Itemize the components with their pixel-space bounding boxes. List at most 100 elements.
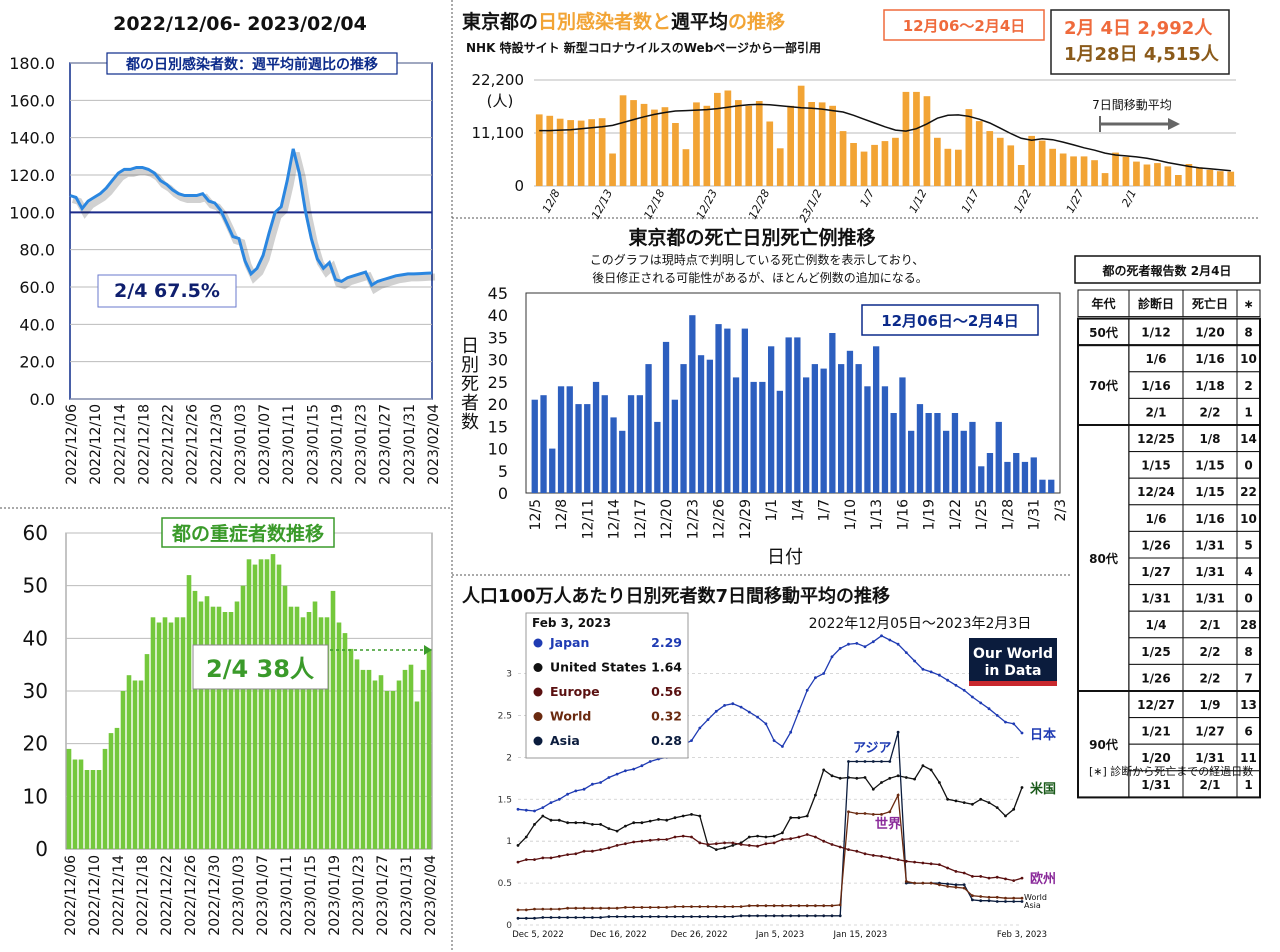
- deaths-note-1: このグラフは現時点で判明している死亡例数を表示しており、: [590, 252, 924, 267]
- owid-point: [607, 915, 611, 918]
- owid-point: [574, 906, 578, 910]
- ratio-plot-frame: [69, 62, 433, 400]
- owid-point: [855, 760, 859, 763]
- owid-point: [632, 767, 636, 771]
- severe-bar: [96, 770, 102, 849]
- owid-point: [830, 774, 834, 778]
- daily-cases-bar: [672, 123, 679, 186]
- daily-cases-bar: [651, 109, 658, 186]
- severe-bar: [144, 654, 150, 849]
- table-cell: [1128, 584, 1184, 612]
- owid-point: [739, 705, 743, 709]
- owid-point: [731, 905, 735, 908]
- owid-point: [847, 810, 850, 814]
- daily-cases-x-tick: 1/22: [1011, 187, 1034, 215]
- owid-y-tick: 0: [506, 921, 512, 931]
- table-cell-value: 1/31: [1141, 592, 1170, 606]
- deaths-bar: [1004, 461, 1011, 493]
- severe-bar: [282, 585, 288, 849]
- owid-point: [863, 776, 867, 779]
- owid-point: [615, 829, 619, 833]
- owid-legend: [525, 612, 689, 759]
- deaths-bar: [715, 324, 722, 493]
- severe-bar: [414, 701, 420, 849]
- owid-point: [747, 710, 751, 714]
- owid-point: [706, 905, 710, 908]
- owid-point: [714, 709, 718, 713]
- owid-legend-value: 0.32: [651, 709, 682, 724]
- owid-point: [1012, 896, 1016, 900]
- deaths-x-tick: 12/8: [554, 499, 570, 530]
- daily-cases-bar: [619, 95, 627, 186]
- daily-cases-bar: [1133, 161, 1140, 186]
- deaths-x-tick: 1/19: [922, 499, 938, 530]
- severe-x-tick: 2022/12/30: [207, 855, 223, 936]
- daily-cases-bar: [682, 149, 690, 186]
- owid-point: [714, 842, 718, 846]
- owid-point: [822, 768, 826, 772]
- severe-x-tick: 2023/01/31: [399, 855, 415, 936]
- daily-cases-bar: [546, 115, 554, 186]
- owid-legend-value: 2.29: [651, 635, 682, 650]
- daily-cases-bar: [1091, 160, 1098, 186]
- owid-point: [921, 881, 925, 885]
- daily-cases-bar: [892, 137, 899, 186]
- daily-cases-x-tick: 1/7: [857, 187, 877, 209]
- owid-point: [723, 915, 726, 918]
- owid-point: [962, 801, 966, 804]
- daily-cases-x-tick: 23/1/2: [797, 187, 825, 224]
- severe-bar: [114, 727, 120, 849]
- table-cell-value: 1/6: [1145, 512, 1166, 526]
- owid-point: [557, 818, 561, 822]
- owid-point: [640, 764, 644, 768]
- owid-legend-name: Japan: [549, 635, 589, 650]
- deaths-y-tick: 10: [488, 440, 508, 459]
- deaths-bar: [575, 404, 582, 493]
- daily-cases-bar: [818, 102, 826, 186]
- owid-point: [1004, 720, 1007, 724]
- ratio-y-tick: 60.0: [19, 278, 55, 297]
- ratio-y-tick: 120.0: [9, 166, 55, 185]
- deaths-bar: [724, 328, 731, 493]
- ratio-line-shadow: [71, 152, 436, 295]
- owid-point: [822, 914, 826, 918]
- table-cell-value: 2/1: [1145, 405, 1166, 419]
- owid-point: [739, 905, 743, 908]
- table-age: 50代: [1089, 325, 1118, 340]
- owid-label-asia: アジア: [853, 741, 891, 756]
- daily-cases-bar: [703, 105, 711, 186]
- table-cell-value: 2/2: [1199, 405, 1220, 419]
- table-cell-value: 1/15: [1195, 485, 1224, 499]
- owid-point: [979, 899, 983, 903]
- table-cell-value: 1/27: [1195, 725, 1224, 739]
- table-header: ∗: [1243, 297, 1253, 311]
- deaths-report-table: 都の死者報告数 2月4日 年代 診断日 死亡日 ∗ 50代 1/12 1/20 8 70代 1/6…: [1074, 255, 1261, 799]
- owid-point: [838, 914, 842, 918]
- daily-cases-bar: [1038, 140, 1046, 186]
- table-cell: [1128, 663, 1184, 692]
- table-cell-value: 7: [1244, 671, 1252, 685]
- owid-point: [954, 883, 958, 887]
- owid-legend-name: Europe: [550, 684, 600, 699]
- deaths-x-tick: 12/23: [685, 499, 701, 539]
- owid-point: [557, 916, 561, 919]
- table-cell-value: 4: [1244, 565, 1252, 579]
- owid-point: [979, 875, 983, 878]
- owid-point: [863, 852, 867, 856]
- severe-y-tick: 40: [23, 626, 48, 650]
- deaths-bar: [689, 315, 696, 493]
- owid-point: [987, 801, 991, 804]
- daily-cases-bar: [1028, 135, 1035, 186]
- deaths-bar: [899, 377, 906, 493]
- severe-bar: [390, 691, 396, 849]
- owid-logo-line1: Our World: [973, 646, 1053, 662]
- severe-bar: [348, 648, 354, 849]
- table-title-box: [1074, 255, 1261, 284]
- owid-point: [995, 806, 999, 809]
- daily-cases-bar: [975, 121, 983, 186]
- severe-bar: [210, 606, 216, 849]
- severe-x-tick: 2023/01/23: [351, 855, 367, 936]
- owid-point: [533, 858, 536, 861]
- owid-point: [855, 642, 859, 645]
- owid-point: [731, 841, 735, 845]
